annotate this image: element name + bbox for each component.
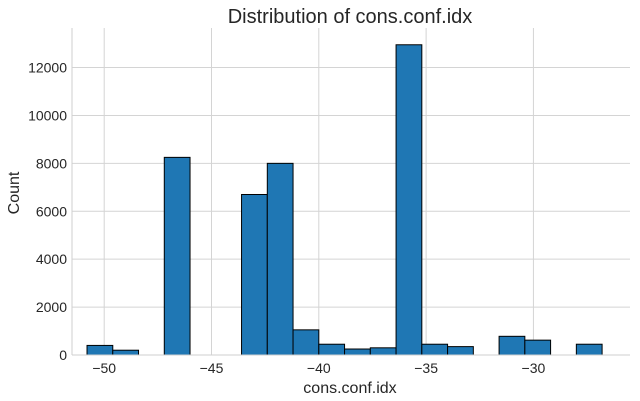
- histogram-bar: [447, 346, 474, 356]
- y-tick-label: 12000: [28, 60, 67, 76]
- histogram-bar: [163, 156, 191, 356]
- grid-lines: [72, 28, 630, 356]
- x-axis-label: cons.conf.idx: [303, 380, 396, 397]
- histogram-bar: [395, 44, 423, 356]
- histogram-bar: [266, 162, 294, 356]
- bars: [86, 44, 603, 356]
- y-tick-label: 6000: [36, 203, 67, 219]
- histogram-bar: [524, 339, 552, 356]
- y-tick-label: 2000: [36, 299, 67, 315]
- histogram-bar: [575, 343, 603, 356]
- chart-title: Distribution of cons.conf.idx: [228, 6, 473, 28]
- x-tick-label: −30: [522, 360, 546, 376]
- histogram-bar: [344, 348, 371, 356]
- x-tick-label: −40: [307, 360, 331, 376]
- histogram-bar: [241, 193, 268, 356]
- x-tick-label: −45: [200, 360, 224, 376]
- histogram-bar: [369, 347, 397, 356]
- y-tick-label: 0: [59, 347, 67, 363]
- histogram-bar: [112, 349, 140, 356]
- histogram-bar: [86, 344, 114, 356]
- histogram-bar: [498, 335, 526, 356]
- histogram-bar: [421, 343, 449, 356]
- axes: [71, 28, 630, 356]
- x-tick-label: −35: [414, 360, 438, 376]
- y-tick-label: 4000: [36, 251, 67, 267]
- y-axis-label: Count: [6, 171, 23, 214]
- histogram-bar: [318, 343, 346, 356]
- histogram-bar: [292, 329, 320, 356]
- tick-labels: −50 −45 −40 −35 −30 0 2000 4000 6000 8000 10000 120…: [28, 60, 545, 376]
- y-tick-label: 8000: [36, 155, 67, 171]
- y-tick-label: 10000: [28, 107, 67, 123]
- x-tick-label: −50: [92, 360, 116, 376]
